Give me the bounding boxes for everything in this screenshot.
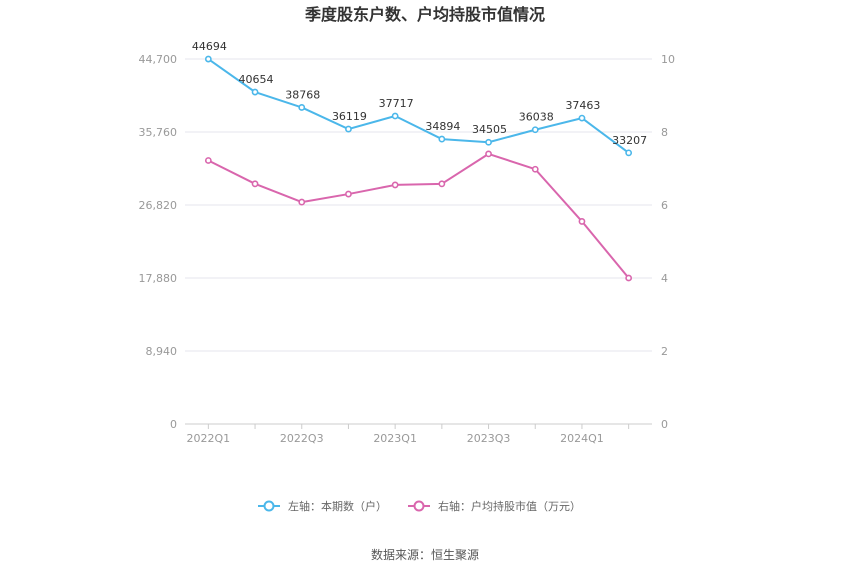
legend-item-1[interactable]: 右轴：户均持股市值（万元） [408, 499, 581, 513]
right-tick-label: 0 [661, 418, 668, 431]
source-note: 数据来源：恒生聚源 [371, 547, 479, 562]
data-point [438, 135, 446, 143]
legend[interactable]: 左轴：本期数（户） 右轴：户均持股市值（万元） [258, 499, 581, 513]
right-tick-label: 8 [661, 126, 668, 139]
legend-marker [263, 500, 275, 512]
series-lines [204, 55, 633, 282]
left-tick-label: 44,700 [139, 53, 178, 66]
data-point [578, 218, 586, 225]
grid-lines [185, 58, 652, 352]
data-point [251, 180, 259, 188]
left-tick-label: 8,940 [146, 345, 178, 358]
data-point [531, 126, 539, 134]
data-label: 34505 [472, 123, 507, 136]
data-point [345, 190, 352, 198]
series-line-1 [207, 152, 630, 279]
chart-title: 季度股东户数、户均持股市值情况 [304, 5, 545, 24]
data-point [578, 114, 586, 122]
right-tick-label: 2 [661, 345, 668, 358]
x-tick-label: 2022Q3 [280, 432, 324, 445]
right-tick-label: 10 [661, 53, 675, 66]
data-point [298, 104, 306, 111]
x-axis: 2022Q1 2022Q3 2023Q1 2023Q3 2024Q1 [185, 423, 652, 445]
x-tick-label: 2023Q1 [373, 432, 417, 445]
data-point [438, 180, 446, 188]
data-label: 37717 [379, 97, 414, 110]
data-label: 38768 [285, 88, 320, 101]
data-point [204, 157, 212, 164]
left-tick-label: 17,880 [139, 272, 178, 285]
x-tick-label: 2022Q1 [187, 432, 231, 445]
data-point [204, 55, 212, 63]
right-axis: 0 2 4 6 8 10 [661, 53, 675, 431]
series-line-0 [207, 58, 630, 154]
left-tick-label: 26,820 [139, 199, 178, 212]
data-label: 36119 [332, 110, 367, 123]
x-tick-label: 2023Q3 [467, 432, 511, 445]
right-tick-label: 4 [661, 272, 668, 285]
left-tick-label: 0 [170, 418, 177, 431]
data-point [531, 165, 539, 173]
data-point [345, 125, 352, 133]
data-point [485, 150, 492, 158]
data-labels: 44694 40654 38768 36119 37717 34894 34505 36038… [192, 40, 647, 147]
legend-label: 右轴：户均持股市值（万元） [438, 499, 581, 513]
data-point [298, 198, 306, 206]
left-axis: 0 8,940 17,880 26,820 35,760 44,700 [139, 53, 178, 431]
data-point [391, 112, 399, 120]
legend-item-0[interactable]: 左轴：本期数（户） [258, 499, 387, 513]
data-label: 40654 [239, 73, 274, 86]
data-point [625, 149, 633, 157]
legend-label: 左轴：本期数（户） [288, 499, 387, 513]
right-tick-label: 6 [661, 199, 668, 212]
data-label: 37463 [565, 99, 600, 112]
data-point [251, 88, 259, 96]
data-label: 34894 [425, 120, 460, 133]
data-label: 36038 [519, 111, 554, 124]
data-label: 33207 [612, 134, 647, 147]
x-tick-label: 2024Q1 [560, 432, 604, 445]
legend-marker [413, 500, 425, 512]
data-label: 44694 [192, 40, 227, 53]
left-tick-label: 35,760 [139, 126, 178, 139]
data-point [625, 274, 633, 282]
data-point [391, 181, 399, 189]
data-point [485, 138, 492, 146]
